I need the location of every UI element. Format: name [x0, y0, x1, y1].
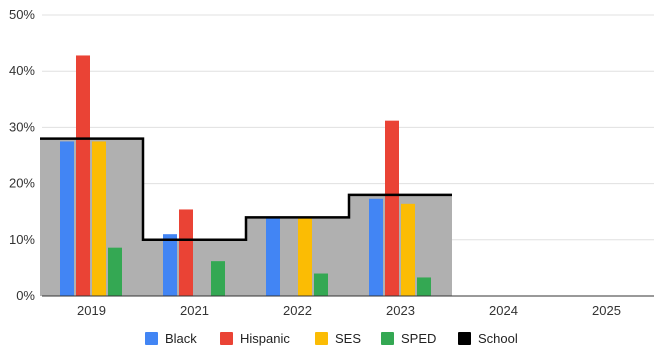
legend-item-hispanic: Hispanic — [220, 331, 290, 346]
legend-swatch — [458, 332, 471, 345]
bar-ses-2022 — [298, 217, 312, 296]
legend-label: SES — [335, 331, 361, 346]
school-area-2021 — [143, 239, 246, 296]
bar-ses-2023 — [401, 203, 415, 296]
school-area — [40, 138, 452, 296]
legend-label: School — [478, 331, 518, 346]
legend: Black Hispanic SES SPED School — [145, 331, 518, 346]
legend-item-school: School — [458, 331, 518, 346]
x-tick-label: 2023 — [386, 303, 415, 318]
x-tick-label: 2024 — [489, 303, 518, 318]
legend-label: Hispanic — [240, 331, 290, 346]
y-tick-label: 0% — [16, 288, 35, 303]
bar-black-2023 — [369, 198, 383, 296]
y-tick-label: 10% — [9, 232, 35, 247]
legend-item-sped: SPED — [381, 331, 436, 346]
bar-sped-2023 — [417, 277, 431, 296]
legend-swatch — [220, 332, 233, 345]
legend-swatch — [381, 332, 394, 345]
legend-item-ses: SES — [315, 331, 361, 346]
legend-label: Black — [165, 331, 197, 346]
bar-sped-2021 — [211, 261, 225, 296]
bar-sped-2019 — [108, 247, 122, 296]
legend-label: SPED — [401, 331, 436, 346]
legend-swatch — [315, 332, 328, 345]
y-tick-label: 30% — [9, 119, 35, 134]
y-tick-label: 50% — [9, 7, 35, 22]
y-tick-label: 20% — [9, 176, 35, 191]
bar-sped-2022 — [314, 273, 328, 296]
x-tick-label: 2022 — [283, 303, 312, 318]
school-area-2022 — [246, 217, 349, 296]
gridlines — [42, 14, 654, 241]
axes: 0% 10% 20% 30% 40% 50% 2019 2021 2022 2023 2024 202… — [9, 7, 654, 318]
y-tick-label: 40% — [9, 63, 35, 78]
bar-hispanic-2021 — [179, 209, 193, 296]
bar-black-2019 — [60, 141, 74, 296]
bar-hispanic-2019 — [76, 55, 90, 296]
x-tick-label: 2019 — [77, 303, 106, 318]
bar-black-2021 — [163, 234, 177, 296]
x-tick-label: 2025 — [592, 303, 621, 318]
school-area-2023 — [349, 194, 452, 296]
legend-item-black: Black — [145, 331, 197, 346]
school-line — [40, 137, 452, 242]
legend-swatch — [145, 332, 158, 345]
x-tick-label: 2021 — [180, 303, 209, 318]
bar-hispanic-2023 — [385, 120, 399, 296]
school-step-line — [40, 137, 452, 242]
bar-ses-2019 — [92, 141, 106, 296]
bar-black-2022 — [266, 217, 280, 296]
bars — [60, 55, 431, 296]
school-area-2019 — [40, 138, 143, 296]
